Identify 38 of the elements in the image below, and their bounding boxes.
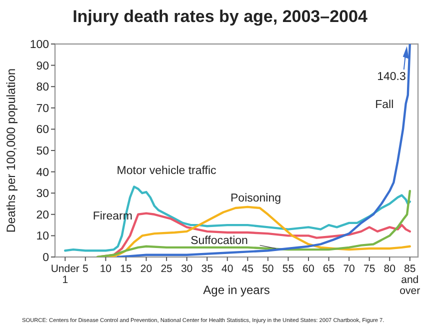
x-tick-label: 80: [384, 263, 396, 275]
x-tick-label: 15: [120, 263, 132, 275]
y-tick-label: 10: [36, 230, 49, 243]
y-tick-label: 30: [36, 188, 49, 200]
x-tick-label: 75: [363, 263, 376, 275]
y-tick-label: 70: [36, 102, 49, 115]
x-tick-label: 85 and over: [400, 263, 421, 297]
x-tick-label: 40: [222, 263, 234, 275]
y-tick-label: 40: [36, 166, 49, 179]
y-axis-title: Deaths per 100,000 population: [4, 68, 18, 233]
series-label: Poisoning: [230, 192, 282, 205]
y-tick-label: 20: [36, 209, 49, 222]
x-tick-label: 10: [100, 263, 112, 275]
x-tick-label: 5: [82, 263, 88, 275]
x-tick-label: 30: [180, 263, 193, 275]
line-series: [64, 186, 411, 252]
y-tick-label: 50: [36, 146, 49, 158]
y-tick-label: 90: [36, 60, 49, 72]
x-tick-label: 20: [140, 263, 152, 275]
annotation: 140.3: [377, 71, 406, 84]
series-label: Fall: [375, 98, 394, 111]
chart-title: Injury death rates by age, 2003–2004: [72, 7, 368, 26]
x-tick-label: 45: [242, 263, 254, 275]
x-tick-label: 60: [302, 263, 314, 275]
y-tick-label: 100: [30, 39, 49, 51]
x-tick-label: 65: [322, 263, 335, 275]
x-tick-label: 50: [262, 263, 274, 275]
x-tick-label: 25: [160, 263, 173, 275]
x-tick-label: 70: [343, 263, 356, 275]
x-tick-label: Under 1: [50, 263, 80, 286]
y-tick-label: 80: [36, 82, 49, 94]
series-label: Suffocation: [190, 235, 248, 248]
series-label: Motor vehicle traffic: [116, 164, 217, 177]
x-tick-label: 35: [201, 263, 214, 275]
x-tick-label: 55: [282, 263, 294, 275]
y-tick-label: 0: [42, 252, 49, 264]
x-axis-title: Age in years: [203, 283, 270, 297]
y-tick-label: 60: [36, 124, 49, 136]
